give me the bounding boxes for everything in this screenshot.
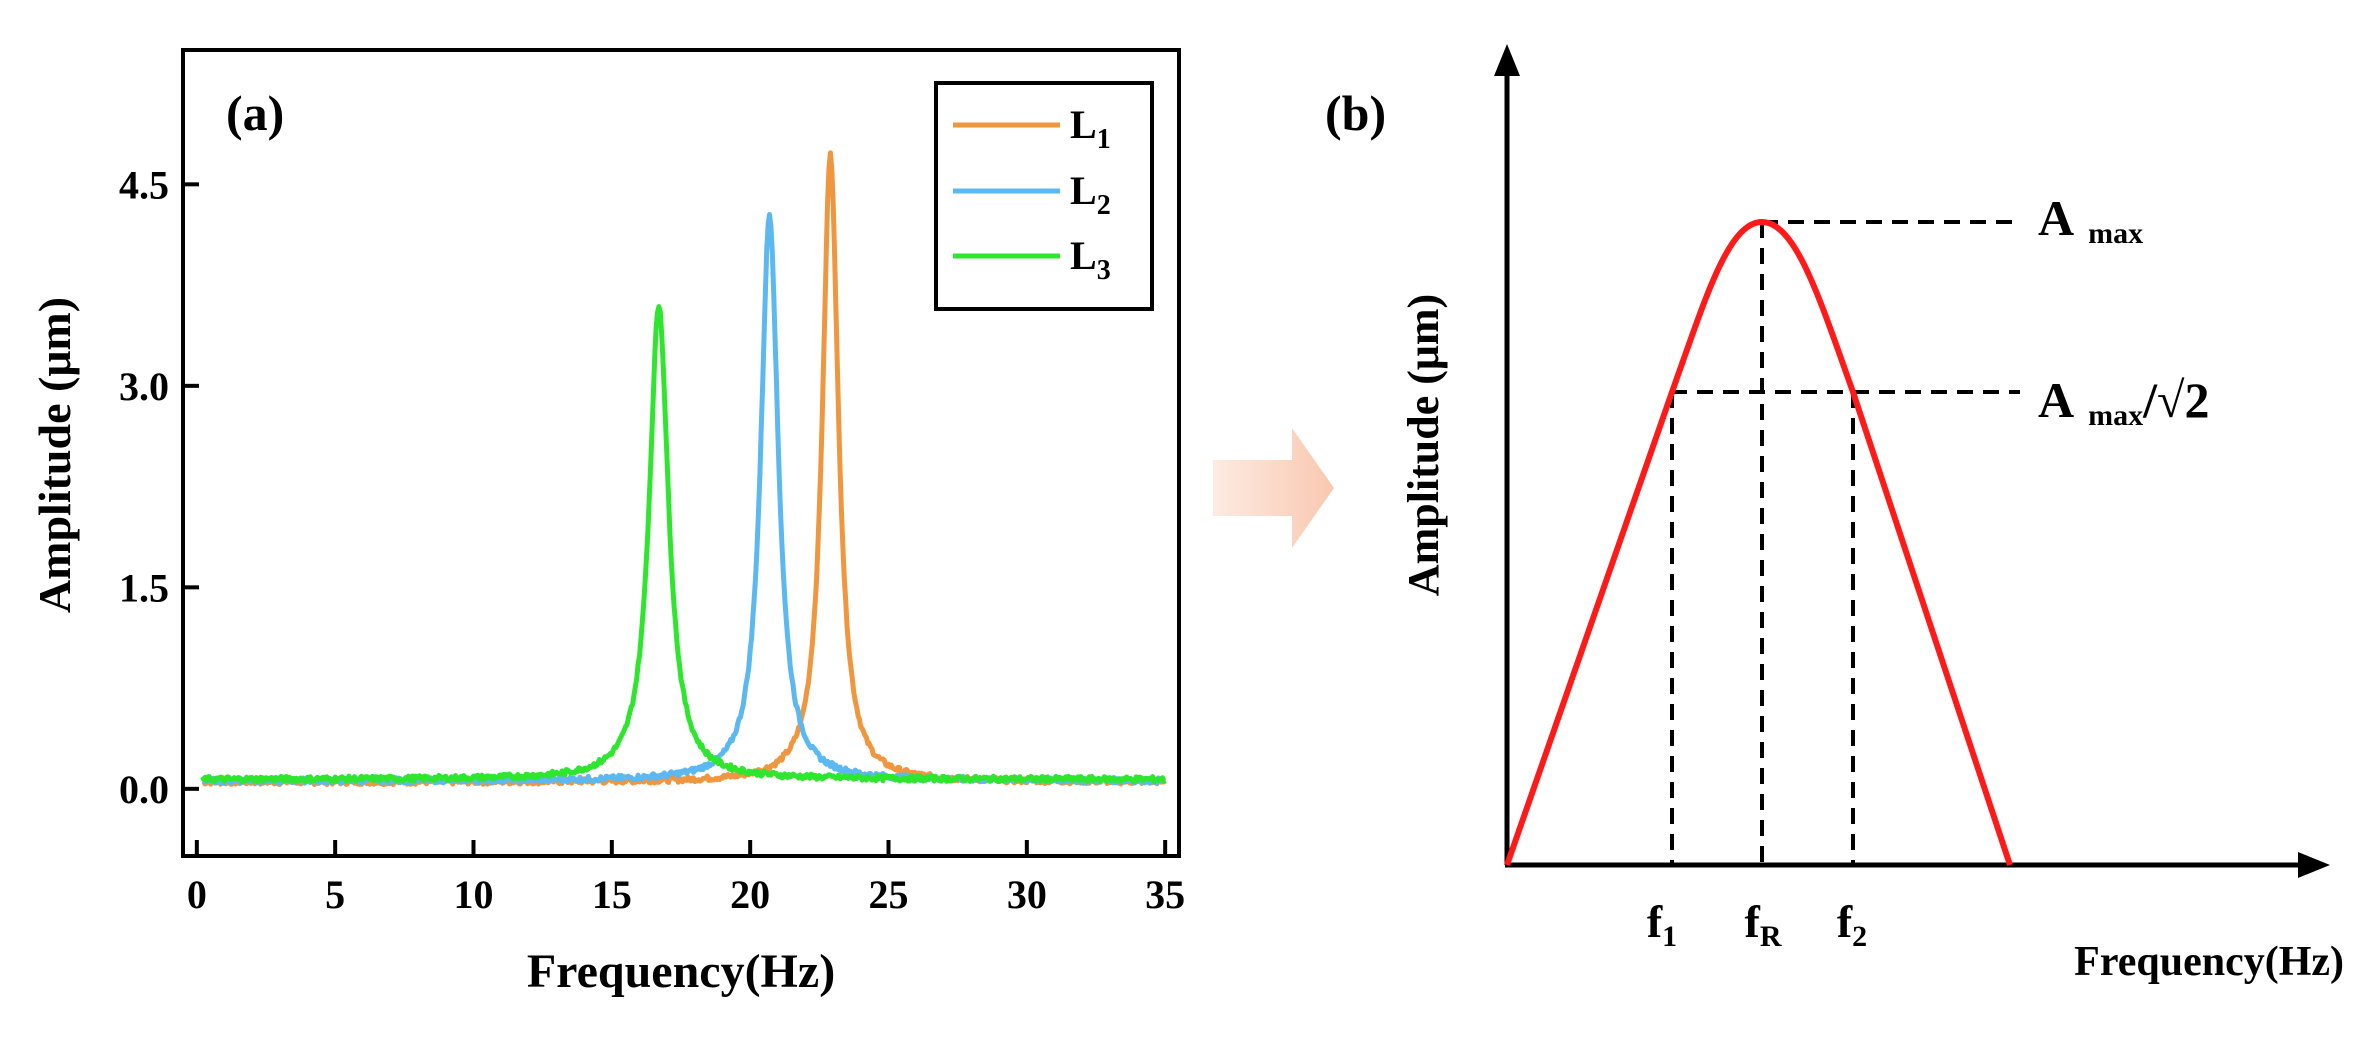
label-f2: f2: [1837, 896, 1867, 953]
label-f1: f1: [1647, 896, 1677, 953]
dashed-guides: [1671, 222, 2020, 865]
figure: 0.0 1.5 3.0 4.5 0 5 10 15 20 25 30 35 (a) Frequenc…: [0, 0, 2366, 1039]
x-ticks-a: 0 5 10 15 20 25 30 35: [187, 840, 1185, 917]
x-tick-label: 10: [454, 872, 494, 917]
x-tick-label: 20: [730, 872, 770, 917]
x-axis-title-a: Frequency(Hz): [527, 945, 835, 998]
panel-label-b: (b): [1325, 85, 1386, 141]
x-tick-label: 5: [325, 872, 345, 917]
x-tick-label: 30: [1007, 872, 1047, 917]
transition-arrow-icon: [1213, 428, 1334, 548]
legend: L1 L2 L3: [936, 83, 1152, 309]
panel-label-a: (a): [226, 85, 284, 141]
y-ticks-a: 0.0 1.5 3.0 4.5: [119, 162, 199, 812]
x-tick-label: 35: [1145, 872, 1185, 917]
x-axis-arrowhead-icon: [2298, 852, 2330, 878]
y-tick-label: 3.0: [119, 364, 169, 409]
series-line-l3: [202, 307, 1165, 782]
y-axis-title-a: Amplitude (μm): [29, 297, 80, 613]
y-tick-label: 4.5: [119, 162, 169, 207]
x-tick-label: 25: [869, 872, 909, 917]
x-tick-label: 0: [187, 872, 207, 917]
label-fr: fR: [1745, 896, 1782, 953]
x-axis-title-b: Frequency(Hz): [2074, 939, 2344, 985]
legend-box: [936, 83, 1152, 309]
response-curve: [1507, 222, 2010, 865]
panel-a: 0.0 1.5 3.0 4.5 0 5 10 15 20 25 30 35 (a) Frequenc…: [29, 50, 1185, 998]
y-tick-label: 0.0: [119, 767, 169, 812]
x-tick-label: 15: [592, 872, 632, 917]
y-axis-title-b: Amplitude (μm): [1399, 294, 1448, 596]
y-tick-label: 1.5: [119, 565, 169, 610]
y-axis-arrowhead-icon: [1494, 44, 1520, 76]
